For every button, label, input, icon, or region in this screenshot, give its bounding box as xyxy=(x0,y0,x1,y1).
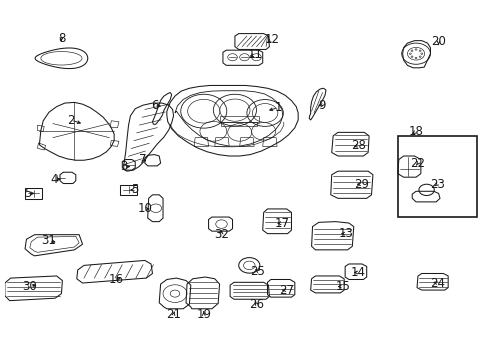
Text: 22: 22 xyxy=(409,157,425,170)
Text: 6: 6 xyxy=(150,99,158,112)
Text: 8: 8 xyxy=(58,32,65,45)
Text: 23: 23 xyxy=(429,178,444,191)
Text: 20: 20 xyxy=(430,35,445,48)
Text: 25: 25 xyxy=(250,265,265,278)
Text: 3: 3 xyxy=(120,160,127,173)
Text: 21: 21 xyxy=(166,308,181,321)
Text: 9: 9 xyxy=(318,99,325,112)
Text: 16: 16 xyxy=(108,273,123,286)
Text: 30: 30 xyxy=(22,280,37,293)
Text: 10: 10 xyxy=(137,202,152,215)
Text: 1: 1 xyxy=(274,101,281,114)
Text: 12: 12 xyxy=(264,33,279,46)
Text: 2: 2 xyxy=(67,113,75,126)
Text: 5: 5 xyxy=(131,183,139,196)
Bar xyxy=(397,136,476,217)
Text: 27: 27 xyxy=(279,284,294,297)
Text: 19: 19 xyxy=(196,308,211,321)
Text: 11: 11 xyxy=(247,48,262,61)
Text: 7: 7 xyxy=(139,153,146,166)
Text: 29: 29 xyxy=(354,178,368,191)
Text: 28: 28 xyxy=(350,139,365,152)
Text: 26: 26 xyxy=(248,298,264,311)
Text: 4: 4 xyxy=(50,173,58,186)
Text: 14: 14 xyxy=(350,266,366,279)
Text: 17: 17 xyxy=(274,217,289,230)
Text: 15: 15 xyxy=(335,280,349,293)
Text: 24: 24 xyxy=(429,276,444,289)
Text: 18: 18 xyxy=(408,125,423,138)
Text: 13: 13 xyxy=(338,227,353,240)
Text: 5: 5 xyxy=(24,187,32,200)
Text: 32: 32 xyxy=(214,228,228,241)
Text: 31: 31 xyxy=(41,234,56,247)
